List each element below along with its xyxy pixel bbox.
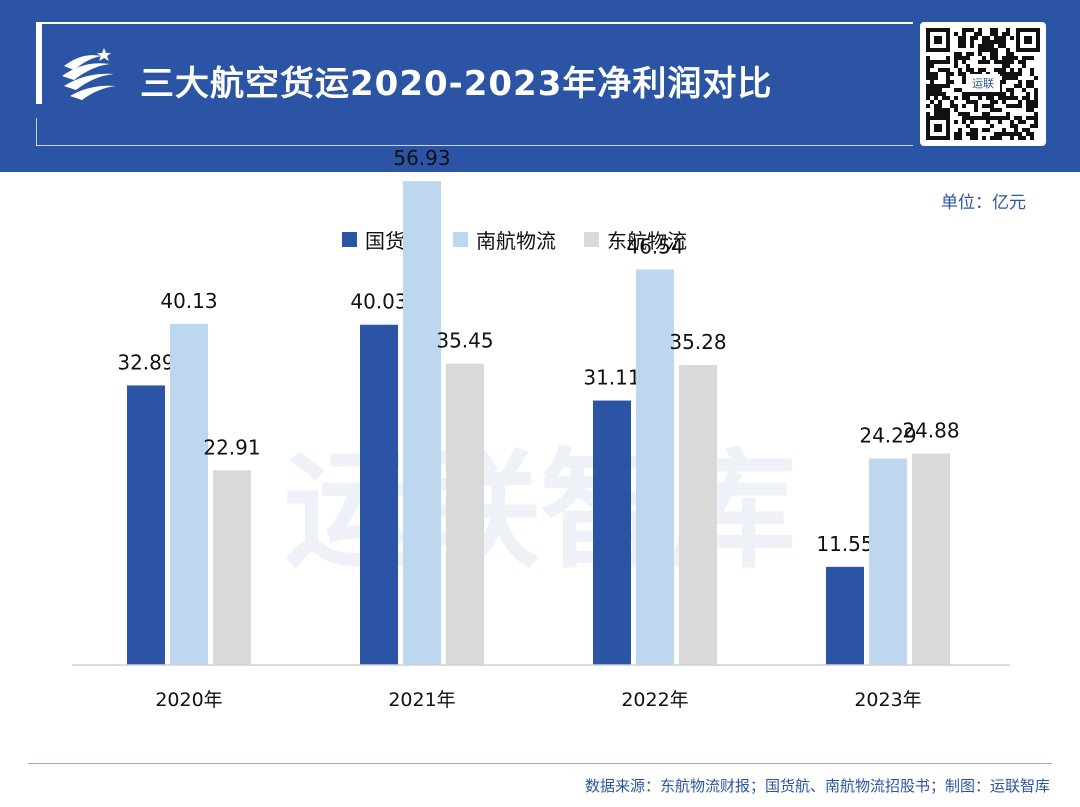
value-label-donghang-wuliu: 24.88 xyxy=(902,419,959,443)
frame-top-line xyxy=(38,22,913,24)
bar-guohuohang xyxy=(826,566,864,665)
legend-label: 南航物流 xyxy=(476,229,556,253)
value-label-nanhang-wuliu: 46.54 xyxy=(626,234,683,258)
bar-donghang-wuliu xyxy=(679,365,717,665)
unit-label: 单位：亿元 xyxy=(941,193,1026,213)
legend-item-nanhang-wuliu: 南航物流 xyxy=(453,225,556,254)
value-label-guohuohang: 40.03 xyxy=(350,290,407,314)
bar-guohuohang xyxy=(127,385,165,665)
value-label-nanhang-wuliu: 56.93 xyxy=(393,146,450,170)
bar-donghang-wuliu xyxy=(213,470,251,665)
legend-swatch xyxy=(342,232,357,247)
value-label-guohuohang: 11.55 xyxy=(816,532,873,556)
value-label-guohuohang: 32.89 xyxy=(117,350,174,374)
legend-swatch xyxy=(453,232,468,247)
x-tick-label: 2023年 xyxy=(854,689,921,711)
bar-nanhang-wuliu xyxy=(403,181,441,665)
x-tick-label: 2020年 xyxy=(155,689,222,711)
bar-donghang-wuliu xyxy=(446,363,484,665)
bar-guohuohang xyxy=(360,324,398,665)
yunlian-logo-icon xyxy=(62,48,116,100)
frame-bottom-line xyxy=(36,145,913,146)
value-label-guohuohang: 31.11 xyxy=(583,366,640,390)
page-title: 三大航空货运2020-2023年净利润对比 xyxy=(140,64,773,104)
legend-label: 东航物流 xyxy=(607,229,687,253)
qr-code: 运联 xyxy=(920,22,1046,146)
value-label-nanhang-wuliu: 40.13 xyxy=(160,289,217,313)
legend-item-donghang-wuliu: 东航物流 xyxy=(584,225,687,254)
footer-divider xyxy=(28,763,1052,764)
x-tick-label: 2022年 xyxy=(621,689,688,711)
frame-left-line xyxy=(36,118,37,146)
value-label-donghang-wuliu: 22.91 xyxy=(203,435,260,459)
data-source: 数据来源：东航物流财报；国货航、南航物流招股书；制图：运联智库 xyxy=(584,777,1050,795)
bar-guohuohang xyxy=(593,400,631,665)
value-label-donghang-wuliu: 35.45 xyxy=(436,329,493,353)
value-label-nanhang-wuliu: 24.29 xyxy=(859,424,916,448)
bar-donghang-wuliu xyxy=(912,453,950,665)
bar-nanhang-wuliu xyxy=(869,458,907,665)
legend-swatch xyxy=(584,232,599,247)
qr-center-label: 运联 xyxy=(972,77,994,90)
bar-nanhang-wuliu xyxy=(636,269,674,665)
x-tick-label: 2021年 xyxy=(388,689,455,711)
header-banner: 三大航空货运2020-2023年净利润对比 运联 xyxy=(0,0,1080,172)
bar-nanhang-wuliu xyxy=(170,323,208,665)
value-label-donghang-wuliu: 35.28 xyxy=(669,330,726,354)
frame-left-bar xyxy=(36,22,42,104)
